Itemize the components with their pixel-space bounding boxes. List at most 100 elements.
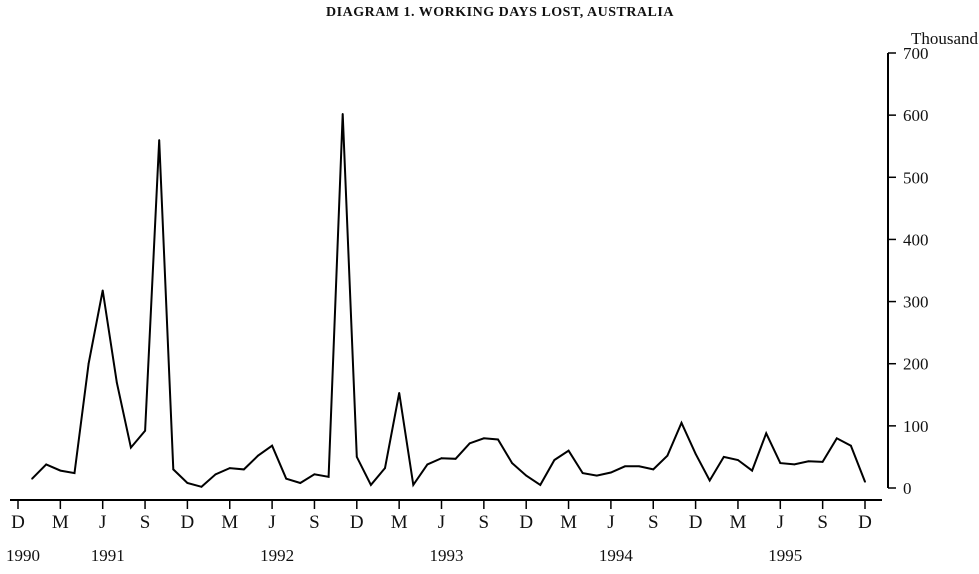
x-tick-label: D (181, 512, 195, 533)
y-tick-label: 300 (903, 293, 929, 312)
data-point (101, 289, 104, 292)
data-point (779, 462, 782, 464)
data-point (624, 465, 626, 468)
data-point (680, 421, 683, 424)
y-tick-label: 700 (903, 44, 929, 63)
x-tick-label: J (438, 512, 445, 533)
axes (10, 53, 889, 501)
data-point (271, 444, 273, 447)
x-tick-label: M (729, 512, 746, 533)
data-point (214, 473, 217, 476)
data-point (835, 437, 838, 440)
x-tick-label: S (817, 512, 828, 533)
x-tick-label: S (479, 512, 490, 533)
data-point (200, 485, 203, 488)
data-point (87, 362, 90, 365)
series-group (31, 113, 866, 488)
data-point (595, 474, 598, 477)
data-point (850, 444, 852, 447)
x-tick-label: J (268, 512, 275, 533)
x-year-label: 1990 (6, 546, 40, 565)
data-point (722, 456, 725, 458)
x-tick-label: S (648, 512, 659, 533)
data-point (652, 468, 655, 471)
series-line (31, 113, 866, 488)
x-tick-label: D (519, 512, 533, 533)
x-tick-label: J (777, 512, 784, 533)
data-point (666, 454, 669, 457)
data-point (525, 474, 528, 477)
x-year-label: 1992 (260, 546, 294, 565)
x-tick-label: M (221, 512, 238, 533)
data-point (299, 482, 302, 484)
x-axis-ticks: D M J S D M J S D M J S D M J S D M J S D 1990 1991 1992 1993 199… (6, 500, 872, 565)
data-point (694, 452, 697, 455)
x-tick-label: S (140, 512, 151, 533)
data-point (821, 461, 824, 463)
data-point (567, 449, 570, 452)
data-point (497, 438, 499, 441)
data-point (581, 472, 584, 474)
data-point (553, 459, 556, 461)
data-point (412, 484, 415, 486)
data-point (638, 465, 640, 468)
data-point (864, 480, 866, 483)
data-point (158, 139, 161, 141)
x-tick-label: M (391, 512, 408, 533)
data-point (468, 442, 471, 445)
data-point (370, 484, 372, 486)
data-point (708, 479, 711, 482)
data-point (539, 484, 542, 486)
x-year-label: 1995 (768, 546, 802, 565)
x-tick-label: D (350, 512, 364, 533)
data-point (765, 432, 768, 435)
data-point (341, 113, 344, 115)
data-point (115, 381, 118, 384)
y-tick-label: 600 (903, 106, 929, 125)
data-point (737, 459, 739, 461)
y-tick-label: 100 (903, 417, 929, 436)
data-point (426, 463, 429, 466)
x-tick-label: J (99, 512, 106, 533)
data-point (243, 468, 245, 471)
data-point (793, 463, 796, 466)
data-point (807, 460, 810, 463)
data-point (228, 467, 231, 469)
x-year-label: 1991 (91, 546, 125, 565)
x-year-label: 1993 (430, 546, 464, 565)
x-tick-label: D (858, 512, 872, 533)
data-point (751, 469, 753, 472)
chart-title: DIAGRAM 1. WORKING DAYS LOST, AUSTRALIA (326, 5, 674, 20)
x-tick-label: J (607, 512, 614, 533)
data-point (454, 457, 457, 460)
data-point (130, 446, 132, 449)
data-point (59, 469, 62, 472)
y-tick-label: 500 (903, 168, 929, 187)
x-tick-label: D (689, 512, 703, 533)
x-year-label: 1994 (599, 546, 634, 565)
y-tick-label: 400 (903, 230, 929, 249)
data-point (45, 463, 48, 466)
data-point (384, 467, 386, 469)
y-axis-unit-label: Thousand (911, 29, 979, 48)
y-tick-label: 0 (903, 479, 912, 498)
data-point (172, 468, 175, 471)
data-point (285, 477, 288, 480)
x-tick-label: D (11, 512, 25, 533)
data-point (257, 454, 259, 457)
y-tick-label: 200 (903, 355, 929, 374)
y-axis-ticks: 0 100 200 300 400 500 600 700 (888, 44, 929, 498)
data-point (313, 473, 316, 476)
x-tick-label: M (52, 512, 69, 533)
x-tick-label: M (560, 512, 577, 533)
data-point (355, 456, 358, 458)
data-point (610, 471, 612, 474)
data-point (144, 429, 147, 432)
data-point (440, 457, 443, 460)
data-point (73, 472, 76, 474)
data-point (511, 462, 513, 464)
x-tick-label: S (309, 512, 320, 533)
data-point (398, 392, 401, 394)
